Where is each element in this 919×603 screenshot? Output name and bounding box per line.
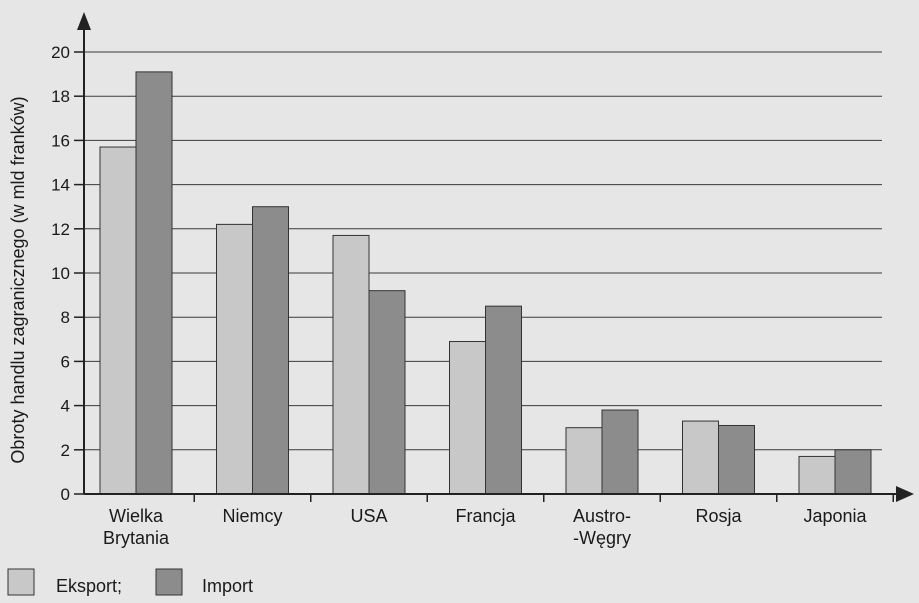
y-tick-label: 14: [51, 176, 70, 195]
y-tick-label: 16: [51, 131, 70, 150]
bar-import: [834, 449, 872, 495]
x-axis-arrow: [896, 486, 914, 502]
x-category-label: USA: [350, 506, 387, 526]
bar-import: [368, 290, 406, 495]
bar-export: [565, 427, 603, 495]
bar-export: [99, 146, 137, 495]
legend-swatch-export: [7, 568, 35, 596]
legend-swatch-import: [155, 568, 183, 596]
x-category-label: Austro--Węgry: [573, 506, 631, 548]
y-tick-label: 2: [61, 441, 70, 460]
bar-export: [332, 234, 370, 495]
x-category-label: Wielka Brytania: [103, 506, 170, 548]
bar-export: [798, 455, 836, 495]
bar-export: [216, 223, 253, 495]
bars: [99, 71, 872, 495]
bar-import: [252, 206, 289, 495]
x-category-label: Francja: [455, 506, 516, 526]
y-tick-label: 20: [51, 43, 70, 62]
y-tick-label: 6: [61, 352, 70, 371]
bar-export: [682, 420, 719, 495]
axes: [77, 12, 914, 502]
x-category-labels: Wielka Brytania Niemcy USA Francja Austro--Wę…: [103, 494, 894, 548]
y-tick-label: 8: [61, 308, 70, 327]
y-tick-label: 0: [61, 485, 70, 504]
y-axis-arrow: [77, 12, 91, 30]
bar-import: [601, 409, 639, 495]
y-tick-label: 12: [51, 220, 70, 239]
x-category-label: Rosja: [695, 506, 742, 526]
x-category-label: Niemcy: [222, 506, 282, 526]
legend: Eksport; Import: [7, 568, 253, 596]
bar-import: [718, 424, 755, 495]
bar-import: [135, 71, 173, 495]
y-tick-label: 4: [61, 397, 70, 416]
bar-import: [485, 305, 522, 495]
y-axis-label: Obroty handlu zagranicznego (w mld frank…: [8, 96, 28, 463]
y-tick-labels: 0 2 4 6 8 10 12 14 16 18 20: [51, 43, 84, 504]
y-tick-label: 18: [51, 87, 70, 106]
y-tick-label: 10: [51, 264, 70, 283]
x-category-label: Japonia: [803, 506, 867, 526]
bar-export: [449, 341, 486, 495]
legend-label-export: Eksport;: [56, 576, 122, 596]
legend-label-import: Import: [202, 576, 253, 596]
